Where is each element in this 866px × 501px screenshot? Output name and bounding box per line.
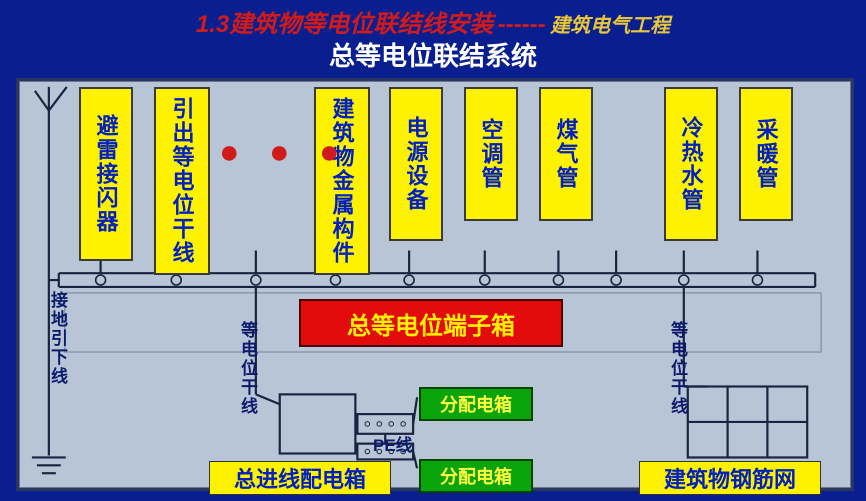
subtitle: 总等电位联结系统 [0, 36, 866, 73]
ellipsis-dots: ● ● ● [219, 133, 350, 172]
top-box-5: 煤气管 [539, 87, 593, 221]
top-box-7: 采暖管 [739, 87, 793, 221]
bottom-label-0: 总进线配电箱 [209, 461, 391, 495]
label-trunk-right: 等电位干线 [665, 321, 690, 416]
dist-box-0: 分配电箱 [419, 387, 533, 421]
title-dash: ------ [498, 11, 546, 38]
top-box-6: 冷热水管 [664, 87, 718, 241]
diagram-area: 避雷接闪器引出等电位干线 建筑物金属构件电源设备空调管煤气管 冷热水管采暖管 ● ●… [16, 78, 854, 491]
top-box-0: 避雷接闪器 [79, 87, 133, 261]
title-sub: 建筑电气工程 [550, 15, 670, 37]
top-box-4: 空调管 [464, 87, 518, 221]
pe-label: PE线 [373, 431, 413, 456]
top-box-2: 建筑物金属构件 [314, 87, 370, 275]
label-trunk-mid: 等电位干线 [235, 321, 260, 416]
title-main: 1.3建筑物等电位联结线安装 [196, 11, 493, 38]
bottom-label-1: 建筑物钢筋网 [639, 461, 821, 495]
terminal-box: 总等电位端子箱 [299, 299, 563, 347]
dist-box-1: 分配电箱 [419, 459, 533, 493]
top-box-1: 引出等电位干线 [154, 87, 210, 275]
top-box-3: 电源设备 [389, 87, 443, 241]
label-ground-down: 接地引下线 [45, 291, 70, 386]
terminal-box-label: 总等电位端子箱 [347, 306, 515, 341]
